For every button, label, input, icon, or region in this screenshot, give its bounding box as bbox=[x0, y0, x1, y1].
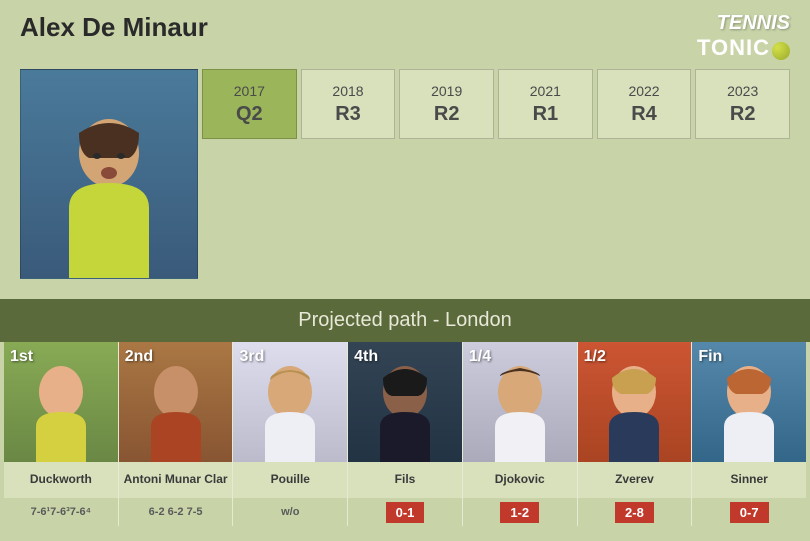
opponent-name: Antoni Munar Clar bbox=[119, 462, 233, 498]
path-card: 2nd Antoni Munar Clar 6-2 6-2 7-5 bbox=[119, 342, 234, 526]
result-h2h: 2-8 bbox=[615, 502, 654, 523]
history-year: 2018 bbox=[332, 83, 363, 99]
history-box: 2022 R4 bbox=[597, 69, 692, 139]
history-result: Q2 bbox=[236, 103, 263, 126]
player-photo bbox=[20, 69, 198, 279]
opponent-result: 0-1 bbox=[348, 498, 462, 526]
opponent-silhouette-icon bbox=[589, 352, 679, 462]
round-label: 1st bbox=[10, 348, 33, 366]
round-label: 4th bbox=[354, 348, 378, 366]
history-year: 2021 bbox=[530, 83, 561, 99]
opponent-result: w/o bbox=[233, 498, 347, 526]
history-result: R2 bbox=[434, 103, 460, 126]
history-result: R2 bbox=[730, 103, 756, 126]
history-boxes: 2017 Q2 2018 R3 2019 R2 2021 R1 2022 R4 … bbox=[202, 69, 790, 279]
opponent-result: 1-2 bbox=[463, 498, 577, 526]
round-label: 1/4 bbox=[469, 348, 491, 366]
result-h2h: 1-2 bbox=[500, 502, 539, 523]
opponent-name: Fils bbox=[348, 462, 462, 498]
opponent-result: 6-2 6-2 7-5 bbox=[119, 498, 233, 526]
player-name: Alex De Minaur bbox=[20, 12, 208, 43]
opponent-result: 0-7 bbox=[692, 498, 806, 526]
history-result: R4 bbox=[631, 103, 657, 126]
opponent-silhouette-icon bbox=[704, 352, 794, 462]
opponent-name: Sinner bbox=[692, 462, 806, 498]
round-label: 2nd bbox=[125, 348, 153, 366]
result-score: 7-6¹7-6³7-6⁴ bbox=[31, 506, 91, 518]
history-year: 2023 bbox=[727, 83, 758, 99]
result-score: w/o bbox=[281, 506, 299, 518]
round-label: Fin bbox=[698, 348, 722, 366]
path-card: Fin Sinner 0-7 bbox=[692, 342, 806, 526]
tennis-ball-icon bbox=[772, 42, 790, 60]
projected-path: 1st Duckworth 7-6¹7-6³7-6⁴ 2nd Antoni Mu… bbox=[0, 342, 810, 526]
history-year: 2019 bbox=[431, 83, 462, 99]
history-result: R3 bbox=[335, 103, 361, 126]
opponent-name: Pouille bbox=[233, 462, 347, 498]
logo-line1: TENNIS bbox=[697, 12, 790, 35]
projected-path-header: Projected path - London bbox=[0, 299, 810, 342]
path-card: 1/2 Zverev 2-8 bbox=[578, 342, 693, 526]
path-card: 1/4 Djokovic 1-2 bbox=[463, 342, 578, 526]
opponent-name: Djokovic bbox=[463, 462, 577, 498]
opponent-silhouette-icon bbox=[16, 352, 106, 462]
opponent-name: Zverev bbox=[578, 462, 692, 498]
path-card: 3rd Pouille w/o bbox=[233, 342, 348, 526]
opponent-silhouette-icon bbox=[131, 352, 221, 462]
history-box: 2019 R2 bbox=[399, 69, 494, 139]
history-result: R1 bbox=[533, 103, 559, 126]
result-h2h: 0-1 bbox=[386, 502, 425, 523]
path-card: 4th Fils 0-1 bbox=[348, 342, 463, 526]
opponent-result: 7-6¹7-6³7-6⁴ bbox=[4, 498, 118, 526]
logo-line2: TONIC bbox=[697, 35, 770, 60]
history-box: 2017 Q2 bbox=[202, 69, 297, 139]
player-silhouette-icon bbox=[39, 98, 179, 278]
history-box: 2021 R1 bbox=[498, 69, 593, 139]
result-score: 6-2 6-2 7-5 bbox=[149, 506, 203, 518]
round-label: 3rd bbox=[239, 348, 264, 366]
opponent-silhouette-icon bbox=[360, 352, 450, 462]
path-card: 1st Duckworth 7-6¹7-6³7-6⁴ bbox=[4, 342, 119, 526]
opponent-silhouette-icon bbox=[475, 352, 565, 462]
history-year: 2022 bbox=[628, 83, 659, 99]
opponent-name: Duckworth bbox=[4, 462, 118, 498]
result-h2h: 0-7 bbox=[730, 502, 769, 523]
history-box: 2018 R3 bbox=[301, 69, 396, 139]
history-box: 2023 R2 bbox=[695, 69, 790, 139]
round-label: 1/2 bbox=[584, 348, 606, 366]
opponent-result: 2-8 bbox=[578, 498, 692, 526]
history-year: 2017 bbox=[234, 83, 265, 99]
opponent-silhouette-icon bbox=[245, 352, 335, 462]
brand-logo: TENNIS TONIC bbox=[697, 12, 790, 61]
